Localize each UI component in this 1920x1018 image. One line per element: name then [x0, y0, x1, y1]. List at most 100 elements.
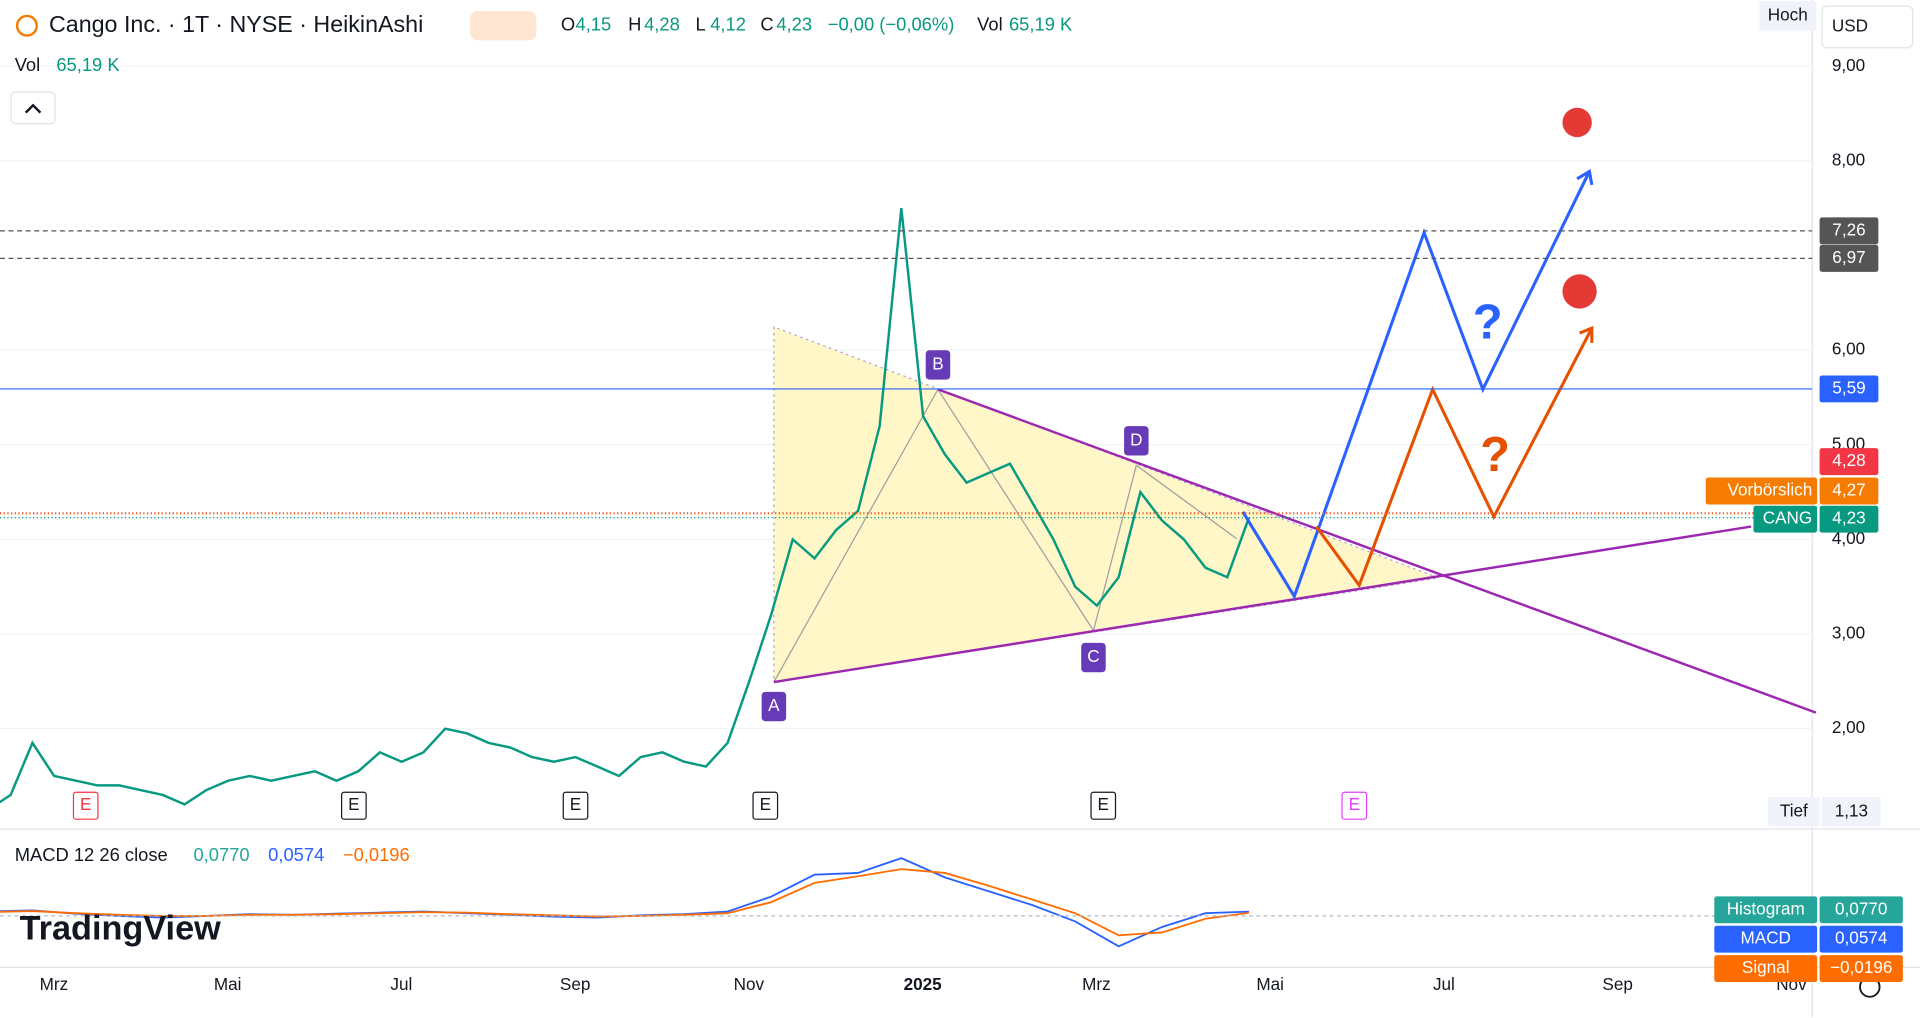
- level-tag: [1819, 375, 1879, 403]
- ohlc-label: C: [760, 14, 773, 35]
- collapse-icon: [24, 103, 42, 114]
- pattern-badge: [1124, 426, 1149, 456]
- earnings-badge: [752, 791, 779, 820]
- y-tick-label: 3,00: [1832, 623, 1865, 643]
- y-tick-label: 4,00: [1832, 528, 1865, 548]
- volume-label: Vol: [15, 54, 41, 75]
- ohlc-label: O: [561, 14, 575, 35]
- y-tick-label: 6,00: [1832, 339, 1865, 359]
- price-tag-name: CANG: [1763, 508, 1812, 528]
- price-tag: [1819, 448, 1879, 476]
- y-tick-label: 9,00: [1832, 55, 1865, 75]
- pattern-badge: [1081, 642, 1106, 673]
- question-mark: ?: [1480, 428, 1510, 482]
- ohlc-label: L: [696, 14, 706, 35]
- pattern-label: B: [932, 353, 943, 373]
- symbol-logo: [15, 14, 38, 37]
- plot: [0, 65, 1817, 948]
- macd-value: 0,0770: [193, 844, 249, 865]
- level-tag: [1819, 217, 1879, 245]
- projection-blue: [1241, 168, 1594, 600]
- macd-tag-label: 0,0770: [1835, 898, 1887, 918]
- earnings-label: E: [1098, 794, 1109, 814]
- macd-tag-name: MACD: [1741, 928, 1791, 948]
- earnings-badge: [1341, 791, 1368, 820]
- ohlc-value: 4,12: [710, 14, 746, 35]
- x-tick-label: Mai: [1256, 974, 1284, 994]
- volume-value: 65,19 K: [56, 54, 120, 75]
- level-label: 7,26: [1832, 219, 1865, 239]
- earnings-label: E: [760, 794, 771, 814]
- earnings-label: E: [570, 794, 581, 814]
- price-tag-label: 4,28: [1832, 450, 1865, 470]
- macd-tag: [1819, 896, 1903, 924]
- trend-line: [773, 525, 1752, 684]
- low-badge: [1768, 797, 1820, 827]
- earnings-badge: [562, 791, 589, 820]
- vol-label: Vol: [977, 14, 1003, 35]
- y-tick-label: 2,00: [1832, 717, 1865, 737]
- session-badge[interactable]: [470, 11, 537, 41]
- macd-tag-label: 0,0574: [1835, 928, 1888, 948]
- low-value: 1,13: [1835, 800, 1868, 820]
- triangle-fill: [773, 326, 1442, 683]
- y-tick-label: 8,00: [1832, 149, 1865, 169]
- pattern-badge: [761, 691, 787, 722]
- pattern-label: A: [768, 695, 780, 715]
- price-tag-name: Vorbörslich: [1728, 480, 1813, 500]
- x-tick-label: Jul: [390, 974, 412, 994]
- logo: TradingView: [20, 910, 222, 948]
- collapse-button[interactable]: [10, 91, 56, 125]
- earnings-badge: [1090, 791, 1117, 820]
- macd-tag: [1819, 925, 1903, 953]
- macd-title: MACD 12 26 close: [15, 844, 168, 865]
- macd-tag-name-bg: [1714, 955, 1818, 983]
- x-tick-label: Nov: [734, 974, 765, 994]
- price-tag: [1819, 477, 1879, 505]
- trend-line: [937, 388, 1817, 714]
- vol-value: 65,19 K: [1009, 14, 1073, 35]
- cyclist-icon: [1562, 274, 1597, 309]
- level-label: 5,59: [1832, 377, 1865, 397]
- price-tag: [1819, 505, 1879, 533]
- signal-value: 0,0574: [268, 844, 324, 865]
- currency: USD: [1832, 15, 1868, 35]
- price-line: [0, 208, 1251, 806]
- level-tag: [1819, 244, 1879, 272]
- macd-tag: [1819, 955, 1903, 983]
- price-tag-label: 4,23: [1832, 508, 1865, 528]
- change: −0,00 (−0,06%): [828, 14, 955, 35]
- question-mark: ?: [1473, 296, 1503, 350]
- x-tick-label: Mrz: [1082, 974, 1111, 994]
- macd-tag-name: Signal: [1742, 957, 1790, 977]
- symbol-title[interactable]: Cango Inc. · 1T · NYSE · HeikinAshi: [49, 11, 423, 37]
- low-label: Tief: [1780, 800, 1808, 820]
- ohlc-value: 4,15: [576, 14, 612, 35]
- x-tick-label: Jul: [1433, 974, 1455, 994]
- pattern-label: D: [1130, 429, 1142, 449]
- runner-icon: [1562, 107, 1592, 138]
- pattern-label: C: [1087, 646, 1099, 666]
- pattern-badge: [925, 350, 951, 380]
- price-tag-name-bg: [1705, 477, 1818, 505]
- earnings-badge: [72, 791, 99, 820]
- level-label: 6,97: [1832, 247, 1865, 267]
- earnings-label: E: [80, 794, 91, 814]
- ohlc-value: 4,23: [776, 14, 812, 35]
- x-tick-label: Mai: [214, 974, 242, 994]
- ohlc-value: 4,28: [644, 14, 680, 35]
- ohlc-label: H: [628, 14, 641, 35]
- earnings-label: E: [348, 794, 359, 814]
- low-badge: [1822, 797, 1881, 827]
- high-label: Hoch: [1768, 4, 1808, 24]
- price-tag-label: 4,27: [1832, 480, 1865, 500]
- x-tick-label: Sep: [560, 974, 590, 994]
- macd-tag-label: −0,0196: [1830, 957, 1892, 977]
- macd-tag-name-bg: [1714, 925, 1818, 953]
- macd-tag-name-bg: [1714, 896, 1818, 924]
- currency-button[interactable]: [1821, 5, 1914, 49]
- x-tick-label: 2025: [904, 974, 943, 994]
- high-badge[interactable]: [1759, 1, 1816, 31]
- macd-tag-name: Histogram: [1727, 898, 1805, 918]
